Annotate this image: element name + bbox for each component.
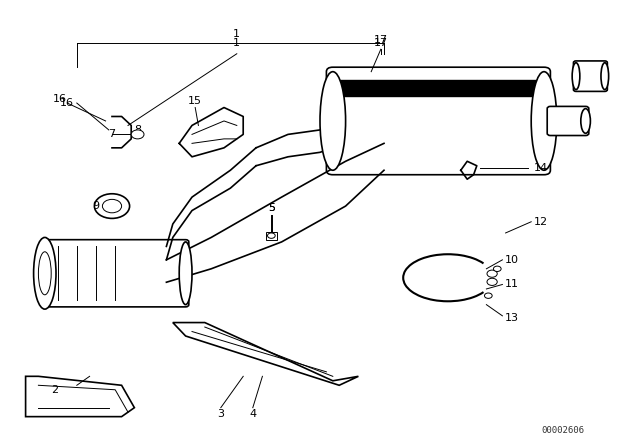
FancyBboxPatch shape: [573, 61, 607, 91]
Ellipse shape: [601, 63, 609, 90]
Text: 10: 10: [505, 255, 519, 265]
Text: 11: 11: [505, 280, 519, 289]
Text: 2: 2: [51, 385, 58, 395]
Text: 6: 6: [595, 67, 602, 77]
Circle shape: [487, 278, 497, 285]
Text: 9: 9: [92, 201, 100, 211]
Circle shape: [484, 293, 492, 298]
Ellipse shape: [581, 109, 591, 134]
FancyBboxPatch shape: [547, 107, 589, 135]
Text: 16: 16: [52, 94, 67, 103]
Bar: [266, 232, 277, 240]
Circle shape: [131, 130, 144, 139]
Text: 1: 1: [234, 29, 240, 39]
Circle shape: [493, 266, 501, 271]
Ellipse shape: [38, 252, 51, 295]
Text: 13: 13: [505, 313, 519, 323]
Ellipse shape: [95, 194, 129, 218]
Text: 1: 1: [234, 38, 240, 47]
Ellipse shape: [102, 199, 122, 213]
Text: 7: 7: [108, 129, 116, 139]
Text: 17: 17: [374, 38, 388, 47]
Text: 8: 8: [134, 125, 141, 135]
Text: 17: 17: [374, 35, 388, 45]
Text: 15: 15: [188, 96, 202, 106]
Ellipse shape: [34, 237, 56, 309]
Text: 12: 12: [534, 217, 548, 227]
Ellipse shape: [572, 63, 580, 90]
Circle shape: [268, 233, 275, 238]
Text: 14: 14: [534, 163, 548, 173]
Text: 16: 16: [60, 98, 74, 108]
FancyBboxPatch shape: [326, 67, 550, 175]
Circle shape: [487, 270, 497, 277]
Text: 00002606: 00002606: [541, 426, 585, 435]
Ellipse shape: [531, 72, 557, 170]
Text: 5: 5: [269, 203, 275, 213]
Text: 3: 3: [218, 409, 224, 419]
Text: 4: 4: [249, 409, 257, 419]
FancyBboxPatch shape: [42, 240, 189, 307]
Ellipse shape: [179, 242, 192, 305]
Ellipse shape: [320, 72, 346, 170]
Text: 5: 5: [268, 203, 275, 213]
